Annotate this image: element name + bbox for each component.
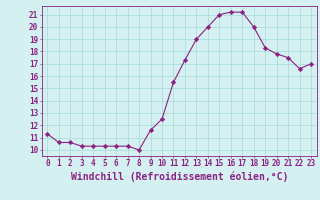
X-axis label: Windchill (Refroidissement éolien,°C): Windchill (Refroidissement éolien,°C) [70, 171, 288, 182]
